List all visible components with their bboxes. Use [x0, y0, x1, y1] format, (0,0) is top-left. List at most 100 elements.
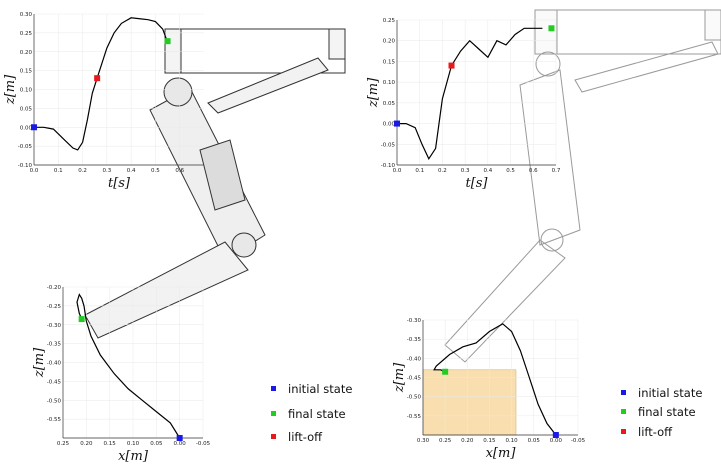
x-tick-label: 0.25 — [439, 438, 452, 444]
x-tick-label: 0.10 — [505, 438, 518, 444]
legend-initial-label-2: initial state — [638, 386, 702, 400]
plot-right-top: 0.0 0.1 0.2 0.3 0.4 0.5 0.6 0.7 -0.10 -0.05 0.00 0.… — [366, 18, 561, 191]
trajectory-line — [34, 17, 169, 151]
x-axis-label: t[s] — [465, 176, 488, 191]
plot-panels: 0.0 0.1 0.2 0.3 0.4 0.5 0.6-0.10-0.050.000.050… — [3, 12, 586, 464]
marker-final-state — [548, 25, 555, 32]
robot-ghost-bracket-right — [704, 9, 721, 41]
y-axis-label: z[m] — [392, 362, 407, 393]
x-tick-label: 0.2 — [78, 168, 87, 174]
x-tick-label: 0.20 — [80, 441, 93, 447]
trajectory-line — [433, 323, 557, 436]
legend-liftoff-swatch — [271, 434, 276, 439]
y-tick-label: 0.25 — [383, 18, 396, 24]
legend-initial-swatch-2 — [621, 390, 626, 395]
y-tick-label: 0.05 — [20, 106, 33, 112]
marker-initial-state — [552, 432, 559, 438]
trajectory-line — [76, 293, 181, 439]
x-tick-label: -0.05 — [196, 441, 211, 447]
robot-top-bracket-left — [164, 28, 182, 74]
x-axis-label: t[s] — [108, 176, 131, 191]
x-tick-label: 0.1 — [54, 168, 63, 174]
y-tick-label: 0.15 — [383, 59, 396, 65]
legend-liftoff-label: lift-off — [288, 430, 323, 444]
grid-left-top — [33, 13, 204, 166]
legend-final-swatch-2 — [621, 409, 626, 414]
y-tick-label: -0.30 — [47, 323, 62, 329]
x-tick-label: 0.7 — [552, 168, 561, 174]
y-axis-label: z[m] — [32, 347, 47, 378]
robot-top-bracket-right — [328, 28, 346, 60]
x-tick-label: 0.1 — [415, 168, 424, 174]
robot-ghost-knee-joint — [540, 228, 564, 252]
x-tick-label: 0.00 — [550, 438, 563, 444]
x-tick-label: 0.00 — [174, 441, 187, 447]
x-tick-label: 0.30 — [417, 438, 430, 444]
y-tick-label: 0.00 — [383, 122, 396, 128]
x-tick-label: 0.2 — [438, 168, 447, 174]
y-tick-label: 0.15 — [20, 69, 33, 75]
robot-ghost-shank — [444, 239, 566, 363]
marker-initial-state — [31, 124, 37, 131]
y-tick-label: -0.35 — [47, 342, 62, 348]
y-tick-label: -0.45 — [47, 379, 62, 385]
y-tick-label: -0.50 — [407, 395, 422, 401]
y-axis-label: z[m] — [3, 74, 18, 105]
y-tick-label: -0.35 — [407, 337, 422, 343]
legend-initial-swatch — [271, 386, 276, 391]
robot-shank — [84, 241, 249, 339]
legend-liftoff-swatch-2 — [621, 429, 626, 434]
y-tick-label: -0.50 — [47, 398, 62, 404]
y-tick-label: -0.40 — [407, 356, 422, 362]
plot-left-bottom: 0.25 0.20 0.15 0.10 0.05 0.00 -0.05 -0.20 -0.25 -… — [32, 285, 211, 464]
x-axis-label: x[m] — [118, 449, 149, 464]
x-tick-label: 0.5 — [506, 168, 515, 174]
y-tick-label: -0.55 — [47, 417, 62, 423]
y-tick-label: 0.10 — [20, 88, 33, 94]
y-tick-label: -0.55 — [407, 414, 422, 420]
robot-hip-joint — [163, 77, 193, 107]
x-tick-label: 0.0 — [30, 168, 39, 174]
y-tick-label: 0.20 — [20, 50, 33, 56]
x-tick-label: -0.05 — [571, 438, 586, 444]
y-axis-label: z[m] — [366, 77, 381, 108]
legend-final-label-2: final state — [638, 405, 696, 419]
x-tick-label: 0.05 — [150, 441, 163, 447]
legend-liftoff-label-2: lift-off — [638, 425, 673, 439]
marker-final-state — [78, 316, 85, 323]
plot-left-top: 0.0 0.1 0.2 0.3 0.4 0.5 0.6 -0.10 -0.05 0.00 0.05 0… — [3, 12, 204, 191]
y-tick-label: 0.20 — [383, 39, 396, 45]
y-tick-label: 0.00 — [20, 125, 33, 131]
legend-initial-label: initial state — [288, 382, 352, 396]
legend: initial state final state lift-off initi… — [271, 382, 702, 444]
x-tick-label: 0.0 — [393, 168, 402, 174]
robot-ghost-bracket-left — [534, 9, 558, 55]
x-tick-label: 0.4 — [127, 168, 136, 174]
y-tick-label: -0.30 — [407, 318, 422, 324]
x-tick-label: 0.15 — [483, 438, 496, 444]
y-tick-label: -0.10 — [381, 163, 396, 169]
y-tick-label: -0.25 — [47, 304, 62, 310]
x-tick-label: 0.3 — [102, 168, 111, 174]
obstacle-block — [422, 369, 517, 436]
y-tick-label: -0.20 — [47, 285, 62, 291]
legend-final-swatch — [271, 411, 276, 416]
marker-final-state — [442, 368, 449, 375]
grid-right-top — [396, 19, 557, 166]
marker-final-state — [164, 38, 171, 45]
robot-ghost-hip-joint — [535, 51, 561, 77]
robot-actuator — [207, 57, 329, 114]
robot-ghost-actuator — [574, 41, 719, 93]
y-tick-label: 0.30 — [20, 12, 33, 18]
x-tick-label: 0.5 — [151, 168, 160, 174]
y-tick-label: -0.05 — [381, 142, 396, 148]
y-tick-label: 0.05 — [383, 101, 396, 107]
robot-ghost-thigh — [519, 69, 581, 246]
y-tick-label: -0.05 — [18, 144, 33, 150]
trajectory-line — [397, 27, 543, 161]
robot-knee-joint — [231, 232, 257, 258]
y-tick-label: -0.45 — [407, 376, 422, 382]
legend-final-label: final state — [288, 407, 346, 421]
x-tick-label: 0.05 — [528, 438, 541, 444]
